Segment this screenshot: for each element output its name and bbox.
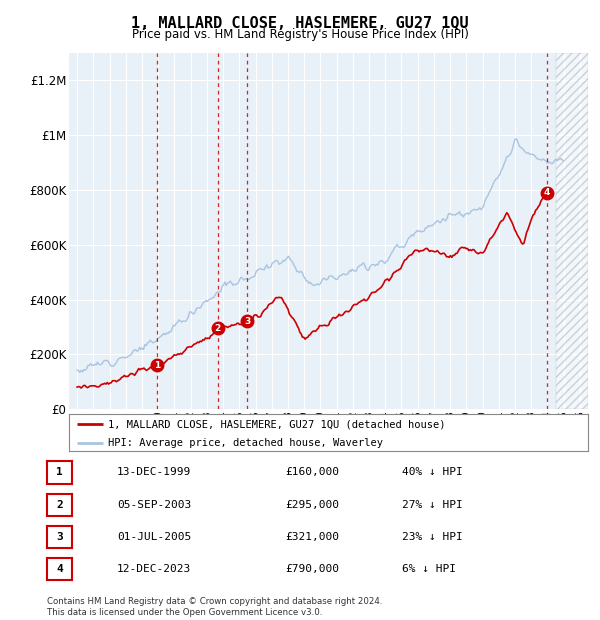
Text: 2: 2 (215, 324, 221, 333)
Text: £295,000: £295,000 (285, 500, 339, 510)
Text: 23% ↓ HPI: 23% ↓ HPI (402, 532, 463, 542)
Text: 3: 3 (244, 317, 251, 326)
Text: 13-DEC-1999: 13-DEC-1999 (117, 467, 191, 477)
Text: 1: 1 (154, 361, 161, 370)
Text: 2: 2 (56, 500, 63, 510)
Text: 1, MALLARD CLOSE, HASLEMERE, GU27 1QU: 1, MALLARD CLOSE, HASLEMERE, GU27 1QU (131, 16, 469, 30)
Text: 4: 4 (56, 564, 63, 574)
Text: 40% ↓ HPI: 40% ↓ HPI (402, 467, 463, 477)
Text: 27% ↓ HPI: 27% ↓ HPI (402, 500, 463, 510)
Bar (556, 53, 588, 409)
Text: 1, MALLARD CLOSE, HASLEMERE, GU27 1QU (detached house): 1, MALLARD CLOSE, HASLEMERE, GU27 1QU (d… (108, 419, 445, 429)
Text: £790,000: £790,000 (285, 564, 339, 574)
Text: 6% ↓ HPI: 6% ↓ HPI (402, 564, 456, 574)
Text: 4: 4 (544, 188, 550, 197)
Text: 3: 3 (56, 532, 63, 542)
Text: Contains HM Land Registry data © Crown copyright and database right 2024.
This d: Contains HM Land Registry data © Crown c… (47, 598, 382, 617)
Text: 1: 1 (56, 467, 63, 477)
Text: £160,000: £160,000 (285, 467, 339, 477)
Text: £321,000: £321,000 (285, 532, 339, 542)
Text: 01-JUL-2005: 01-JUL-2005 (117, 532, 191, 542)
Text: 05-SEP-2003: 05-SEP-2003 (117, 500, 191, 510)
Text: 12-DEC-2023: 12-DEC-2023 (117, 564, 191, 574)
Text: HPI: Average price, detached house, Waverley: HPI: Average price, detached house, Wave… (108, 438, 383, 448)
Text: Price paid vs. HM Land Registry's House Price Index (HPI): Price paid vs. HM Land Registry's House … (131, 28, 469, 41)
